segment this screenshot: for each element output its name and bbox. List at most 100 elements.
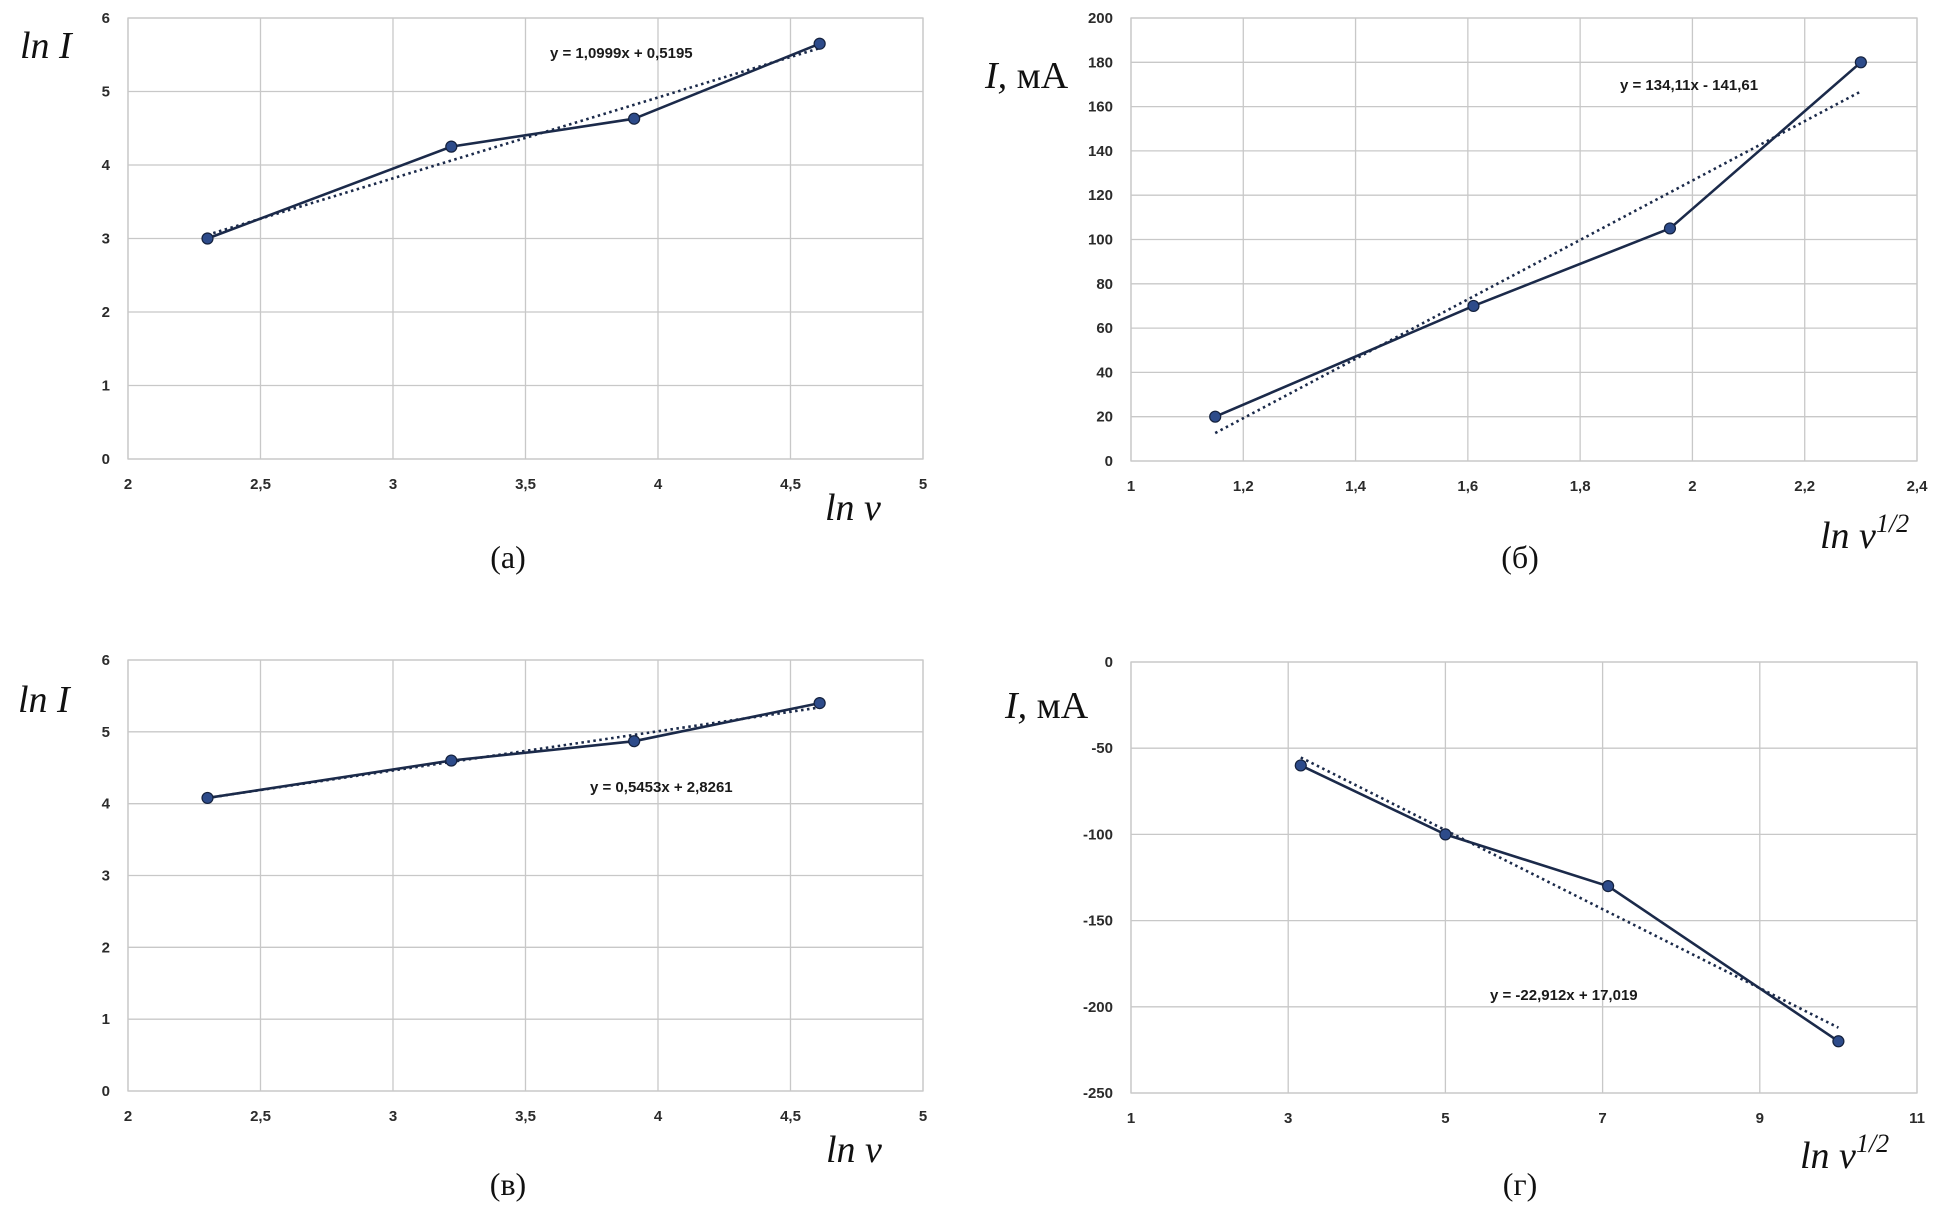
chart-b-y-tick-1: 20 bbox=[1096, 409, 1113, 426]
chart-c-frame bbox=[127, 659, 924, 1092]
chart-a-y-tick-5: 5 bbox=[102, 84, 110, 101]
chart-c-x-label-text: ln ν bbox=[826, 1129, 882, 1171]
chart-a-y-label: ln I bbox=[20, 25, 74, 67]
chart-a-y-ticks: 0 1 2 3 4 5 6 bbox=[102, 10, 111, 468]
chart-b-x-tick-7: 2,4 bbox=[1907, 478, 1929, 495]
chart-a-y-tick-2: 2 bbox=[102, 304, 110, 321]
chart-a-point-2 bbox=[628, 112, 641, 125]
chart-c-y-tick-1: 1 bbox=[102, 1011, 110, 1028]
chart-c-series-line bbox=[207, 701, 820, 800]
chart-b-x-tick-0: 1 bbox=[1127, 478, 1135, 495]
chart-a-x-tick-6: 5 bbox=[919, 476, 927, 493]
chart-a-y-tick-4: 4 bbox=[102, 157, 111, 174]
chart-b-x-label-sup: 1/2 bbox=[1876, 509, 1909, 538]
chart-c-point-1 bbox=[445, 754, 458, 767]
chart-d-x-tick-1: 3 bbox=[1284, 1110, 1292, 1127]
chart-b-y-label-text: I, bbox=[984, 55, 1007, 97]
chart-c-y-label-text: ln I bbox=[18, 679, 72, 721]
chart-d-x-tick-2: 5 bbox=[1441, 1110, 1449, 1127]
chart-b-x-label: ln ν1/2 bbox=[1820, 509, 1909, 557]
chart-a-points bbox=[201, 37, 826, 245]
chart-d-point-2 bbox=[1602, 880, 1615, 893]
chart-c-y-tick-4: 4 bbox=[102, 796, 111, 813]
chart-a-frame bbox=[127, 17, 924, 460]
chart-c-x-tick-4: 4 bbox=[654, 1108, 663, 1125]
chart-b-y-tick-9: 180 bbox=[1088, 54, 1113, 71]
chart-d-point-0 bbox=[1294, 759, 1307, 772]
chart-b-point-0 bbox=[1209, 410, 1222, 423]
chart-b-y-tick-10: 200 bbox=[1088, 10, 1113, 27]
chart-c-point-2 bbox=[628, 735, 641, 748]
chart-d-x-tick-3: 7 bbox=[1598, 1110, 1606, 1127]
chart-a-point-0 bbox=[201, 232, 214, 245]
chart-d-x-label-text: ln ν bbox=[1800, 1135, 1856, 1177]
chart-d: 1 3 5 7 9 11 0 -50 -100 -150 -200 -250 y = -22,912… bbox=[1004, 654, 1925, 1202]
chart-c-x-tick-3: 3,5 bbox=[515, 1108, 536, 1125]
chart-d-y-tick-1: -50 bbox=[1091, 740, 1113, 757]
chart-b-x-tick-3: 1,6 bbox=[1457, 478, 1478, 495]
chart-b-y-tick-0: 0 bbox=[1105, 453, 1113, 470]
chart-b-equation: y = 134,11x - 141,61 bbox=[1620, 77, 1758, 94]
chart-b-point-3 bbox=[1854, 56, 1867, 69]
chart-d-y-unit: мА bbox=[1027, 685, 1089, 727]
chart-c-x-tick-6: 5 bbox=[919, 1108, 927, 1125]
chart-d-series-line bbox=[1300, 764, 1840, 1043]
chart-a-y-tick-0: 0 bbox=[102, 451, 110, 468]
chart-c-y-tick-5: 5 bbox=[102, 724, 110, 741]
chart-c-x-tick-1: 2,5 bbox=[250, 1108, 271, 1125]
chart-d-y-ticks: 0 -50 -100 -150 -200 -250 bbox=[1083, 654, 1113, 1102]
chart-a-equation: y = 1,0999x + 0,5195 bbox=[550, 45, 693, 62]
chart-d-x-tick-4: 9 bbox=[1756, 1110, 1764, 1127]
chart-c-point-3 bbox=[813, 696, 826, 710]
chart-d-y-label-text: I, bbox=[1004, 685, 1027, 727]
chart-c-x-tick-0: 2 bbox=[124, 1108, 132, 1125]
chart-c-x-tick-5: 4,5 bbox=[780, 1108, 801, 1125]
chart-b-point-1 bbox=[1467, 299, 1480, 313]
chart-d-point-1 bbox=[1439, 828, 1452, 841]
chart-b-y-tick-5: 100 bbox=[1088, 232, 1113, 249]
chart-b-grid bbox=[1130, 17, 1918, 462]
chart-c-equation: y = 0,5453x + 2,8261 bbox=[590, 779, 733, 796]
chart-b-x-tick-5: 2 bbox=[1688, 478, 1696, 495]
chart-d-y-tick-3: -150 bbox=[1083, 913, 1113, 930]
chart-a-y-tick-6: 6 bbox=[102, 10, 110, 27]
chart-d-x-tick-5: 11 bbox=[1909, 1110, 1925, 1127]
chart-a-grid bbox=[127, 17, 924, 460]
chart-a-x-tick-2: 3 bbox=[389, 476, 397, 493]
chart-c-y-label: ln I bbox=[18, 679, 72, 721]
chart-d-grid bbox=[1130, 661, 1918, 1094]
chart-d-point-3 bbox=[1832, 1035, 1845, 1048]
chart-a: 2 2,5 3 3,5 4 4,5 5 0 1 2 3 4 5 6 y = 1,0999x + 0,51… bbox=[20, 10, 927, 575]
chart-a-x-ticks: 2 2,5 3 3,5 4 4,5 5 bbox=[124, 476, 927, 493]
chart-b-y-label: I, мА bbox=[984, 55, 1069, 97]
chart-a-y-tick-1: 1 bbox=[102, 378, 110, 395]
chart-a-y-label-text: ln I bbox=[20, 25, 74, 67]
chart-b-caption: (б) bbox=[1501, 539, 1539, 575]
chart-a-series-line bbox=[207, 42, 821, 240]
chart-b-points bbox=[1209, 56, 1867, 423]
chart-b-y-tick-4: 80 bbox=[1096, 276, 1113, 293]
chart-c-x-label: ln ν bbox=[826, 1129, 882, 1171]
chart-a-x-tick-5: 4,5 bbox=[780, 476, 801, 493]
chart-d-frame bbox=[1130, 661, 1918, 1094]
chart-b-y-unit: мА bbox=[1007, 55, 1069, 97]
chart-b-frame bbox=[1130, 17, 1918, 462]
chart-c-y-tick-6: 6 bbox=[102, 652, 110, 669]
chart-d-y-tick-2: -100 bbox=[1083, 826, 1113, 843]
chart-b-series-line bbox=[1214, 61, 1862, 418]
chart-b-y-tick-6: 120 bbox=[1088, 187, 1113, 204]
chart-c-points bbox=[201, 696, 826, 805]
chart-b-y-tick-7: 140 bbox=[1088, 143, 1113, 160]
chart-a-x-tick-3: 3,5 bbox=[515, 476, 536, 493]
chart-a-caption: (а) bbox=[490, 539, 526, 575]
chart-b-y-ticks: 0 20 40 60 80 100 120 140 160 180 200 bbox=[1088, 10, 1113, 470]
chart-b-point-2 bbox=[1663, 222, 1677, 235]
chart-d-x-label: ln ν1/2 bbox=[1800, 1129, 1889, 1177]
chart-c-y-tick-2: 2 bbox=[102, 939, 110, 956]
chart-d-x-ticks: 1 3 5 7 9 11 bbox=[1127, 1110, 1925, 1127]
chart-d-y-tick-4: -200 bbox=[1083, 999, 1113, 1016]
chart-b-y-tick-3: 60 bbox=[1096, 320, 1113, 337]
chart-a-x-tick-1: 2,5 bbox=[250, 476, 271, 493]
chart-b-x-tick-2: 1,4 bbox=[1345, 478, 1367, 495]
